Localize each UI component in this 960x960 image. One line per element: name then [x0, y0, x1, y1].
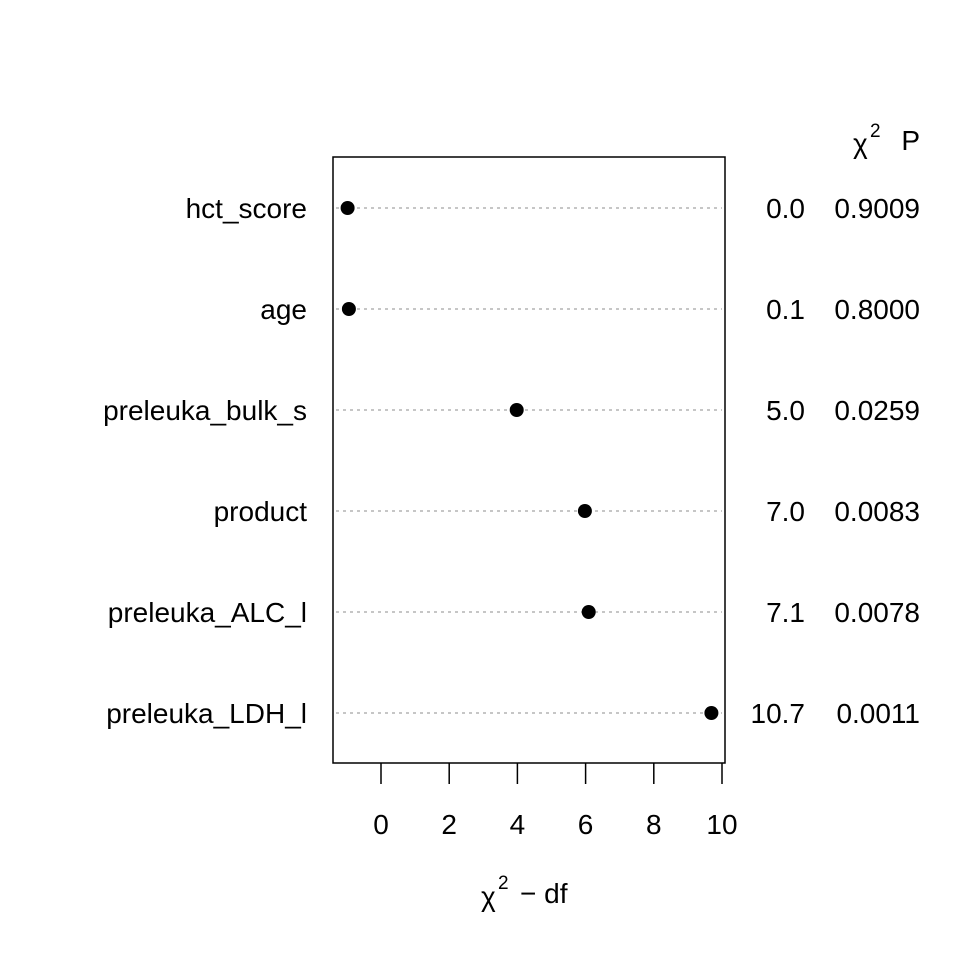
x-axis-label-suffix: − df [520, 878, 568, 909]
plot-frame [332, 156, 726, 764]
x-tick-label: 0 [373, 809, 389, 840]
p-header: P [901, 125, 920, 156]
x-axis: 0 2 4 6 8 10 [373, 763, 738, 840]
p-value: 0.0011 [836, 698, 920, 729]
x-axis-label-symbol: χ [481, 881, 496, 912]
data-point [341, 302, 356, 316]
guide-lines [336, 207, 722, 714]
data-point [704, 706, 719, 720]
x-axis-label: χ 2 − df [481, 873, 568, 912]
p-values: 0.9009 0.8000 0.0259 0.0083 0.0078 0.0011 [834, 193, 920, 729]
row-label: hct_score [186, 193, 307, 224]
data-point [509, 403, 524, 417]
chi2-value: 0.1 [766, 294, 805, 325]
p-value: 0.9009 [834, 193, 920, 224]
x-tick-label: 6 [578, 809, 594, 840]
x-axis-label-superscript: 2 [498, 873, 509, 894]
data-point [577, 504, 592, 518]
data-point [581, 605, 596, 619]
x-tick-label: 8 [646, 809, 662, 840]
p-value: 0.0078 [834, 597, 920, 628]
row-label: preleuka_ALC_l [108, 597, 307, 628]
row-label: age [260, 294, 307, 325]
row-label: preleuka_bulk_s [103, 395, 307, 426]
data-points [340, 201, 719, 720]
chi2-value: 5.0 [766, 395, 805, 426]
data-point [340, 201, 355, 215]
chi2-value: 0.0 [766, 193, 805, 224]
row-label: product [214, 496, 308, 527]
row-label: preleuka_LDH_l [106, 698, 307, 729]
chi2-value: 7.1 [766, 597, 805, 628]
right-header: χ 2 P [853, 121, 920, 159]
x-tick-label: 2 [441, 809, 457, 840]
p-value: 0.8000 [834, 294, 920, 325]
chi2-header-superscript: 2 [870, 121, 881, 142]
x-tick-label: 4 [510, 809, 526, 840]
p-value: 0.0083 [834, 496, 920, 527]
chi2-values: 0.0 0.1 5.0 7.0 7.1 10.7 [751, 193, 806, 729]
chi2-value: 7.0 [766, 496, 805, 527]
chi2-header-symbol: χ [853, 128, 868, 159]
chi2-value: 10.7 [751, 698, 806, 729]
p-value: 0.0259 [834, 395, 920, 426]
x-tick-label: 10 [706, 809, 737, 840]
